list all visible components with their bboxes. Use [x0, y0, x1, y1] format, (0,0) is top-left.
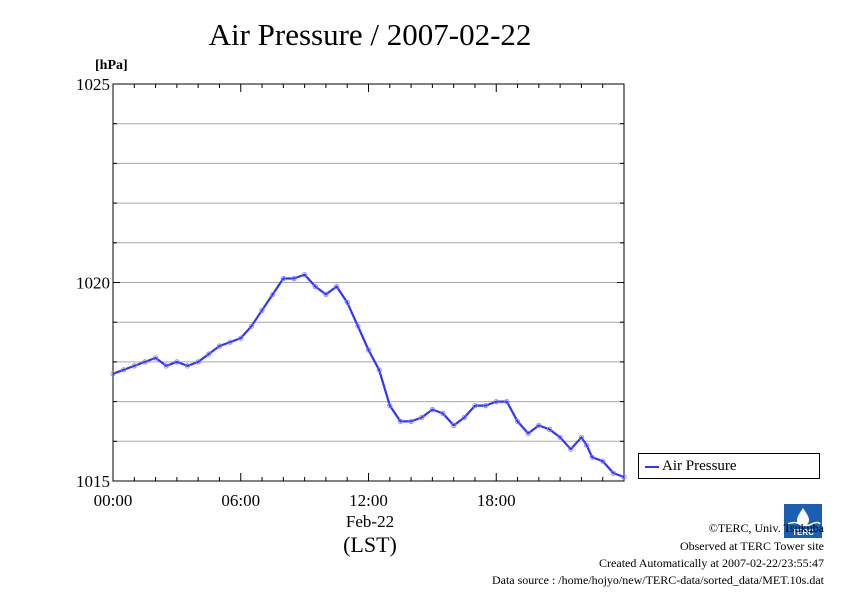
data-point — [280, 275, 286, 282]
data-point — [610, 470, 617, 476]
x-tick-label: 00:00 — [94, 491, 133, 510]
data-point — [472, 402, 478, 409]
y-tick-label: 1025 — [76, 75, 110, 94]
data-point — [312, 283, 318, 290]
data-point — [291, 275, 297, 282]
data-point — [174, 359, 180, 365]
data-point — [584, 442, 590, 448]
y-axis-unit-label: [hPa] — [95, 58, 128, 73]
data-point — [376, 367, 382, 373]
data-point — [387, 402, 393, 409]
data-point — [153, 355, 159, 361]
data-point — [142, 359, 148, 365]
y-tick-labels: 1015 1020 1025 — [76, 75, 110, 491]
x-tick-label: 12:00 — [349, 491, 388, 510]
data-point — [110, 371, 116, 377]
data-point — [397, 418, 403, 424]
y-tick-label: 1015 — [76, 472, 110, 491]
x-axis-timezone-label: (LST) — [343, 532, 397, 557]
data-point — [482, 402, 489, 409]
data-point — [514, 418, 521, 424]
data-point — [408, 418, 414, 424]
chart-title: Air Pressure / 2007-02-22 — [209, 17, 532, 52]
credit-copyright: ©TERC, Univ. Tsukuba — [708, 521, 824, 535]
data-point — [131, 363, 137, 369]
data-point — [429, 406, 435, 413]
data-point — [600, 458, 606, 464]
x-tick-labels: 00:00 06:00 12:00 18:00 — [94, 491, 516, 510]
data-point — [525, 430, 531, 436]
data-point — [365, 347, 372, 353]
data-point — [323, 291, 329, 297]
data-point — [301, 271, 308, 278]
data-point — [216, 343, 223, 349]
data-point — [493, 398, 499, 405]
series-line — [112, 273, 625, 479]
data-point — [621, 474, 627, 480]
data-point — [557, 434, 563, 440]
axis-ticks — [112, 83, 625, 482]
terc-logo-icon: TERC — [784, 504, 822, 538]
y-tick-label: 1020 — [76, 274, 110, 293]
credit-observed: Observed at TERC Tower site — [679, 539, 824, 553]
data-point — [536, 422, 542, 428]
data-point — [419, 414, 425, 421]
x-tick-label: 06:00 — [221, 491, 260, 510]
credit-created: Created Automatically at 2007-02-22/23:5… — [599, 556, 824, 570]
legend-swatch — [645, 466, 659, 468]
data-point — [163, 363, 169, 369]
data-point — [504, 398, 510, 405]
x-axis-date-label: Feb-22 — [346, 512, 394, 531]
data-point — [248, 323, 254, 329]
legend-label: Air Pressure — [662, 458, 737, 474]
data-point — [461, 414, 467, 421]
data-point — [546, 426, 553, 432]
credit-data-source: Data source : /home/hojyo/new/TERC-data/… — [491, 573, 824, 587]
legend: Air Pressure — [638, 453, 820, 479]
data-point — [578, 434, 585, 440]
data-point — [238, 335, 244, 341]
data-point — [589, 454, 595, 460]
data-point — [270, 291, 276, 297]
data-point — [195, 359, 201, 365]
data-point — [121, 367, 127, 373]
grid-lines — [113, 123, 624, 442]
logo-text: TERC — [792, 528, 814, 537]
data-point — [440, 410, 446, 417]
x-tick-label: 18:00 — [477, 491, 516, 510]
data-point — [344, 299, 350, 305]
data-point — [259, 307, 265, 313]
series-air-pressure — [110, 271, 627, 480]
data-point — [206, 351, 212, 357]
data-point — [333, 283, 340, 290]
data-point — [184, 363, 191, 369]
data-point — [355, 323, 361, 329]
data-point — [227, 339, 233, 345]
data-point — [451, 422, 457, 428]
data-point — [568, 446, 574, 452]
